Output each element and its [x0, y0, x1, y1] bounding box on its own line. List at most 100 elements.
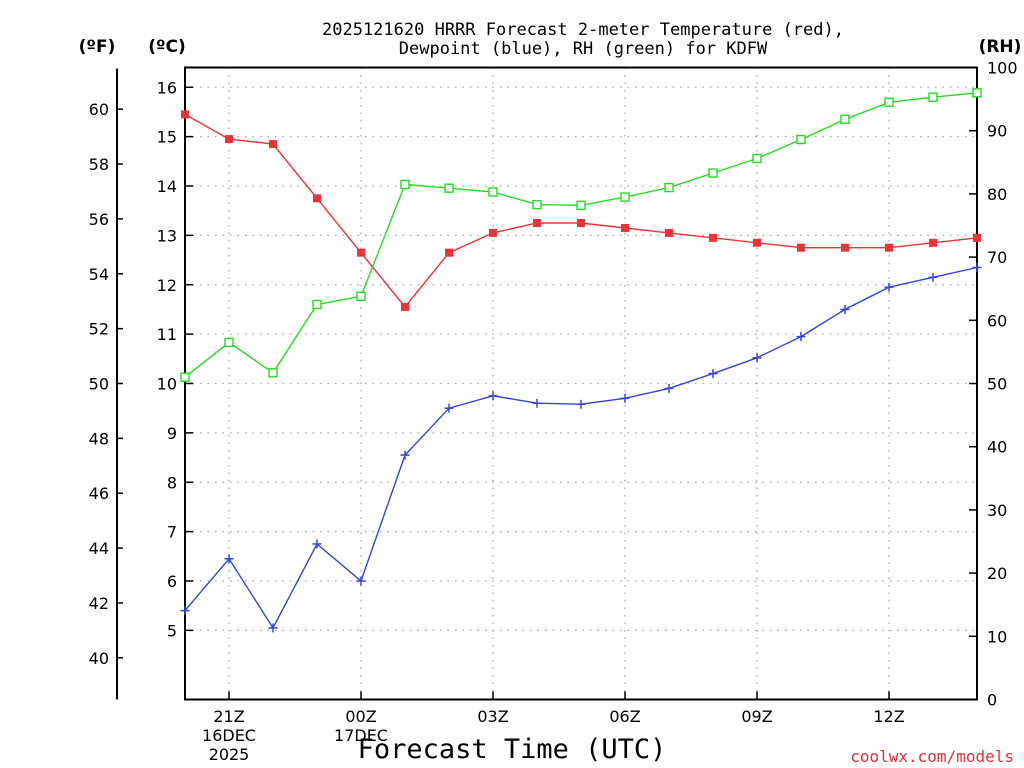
- celsius-tick-label: 15: [157, 128, 177, 147]
- dewpoint-point: [972, 262, 982, 272]
- rh-point: [928, 92, 938, 102]
- dewpoint-point: [488, 391, 498, 401]
- rh-line: [184, 92, 978, 378]
- 2-meter-temperature-point: [225, 135, 233, 144]
- dewpoint-point: [444, 403, 454, 413]
- celsius-axis-label: (ºC): [148, 37, 186, 57]
- rh-tick-label: 20: [987, 564, 1007, 583]
- rh-tick-label: 40: [987, 438, 1007, 457]
- dewpoint-point: [356, 576, 366, 586]
- x-tick-label: 03Z: [477, 707, 508, 726]
- 2-meter-temperature-line: [184, 113, 978, 309]
- chart-title-line-2: Dewpoint (blue), RH (green) for KDFW: [399, 39, 768, 59]
- rh-point: [664, 182, 674, 193]
- axes-layer: 567891011121314151621Z16DEC202500Z17DEC0…: [89, 59, 1018, 765]
- 2-meter-temperature-point: [445, 248, 453, 257]
- rh-tick-label: 30: [987, 501, 1007, 520]
- rh-tick-label: 90: [987, 122, 1007, 141]
- 2-meter-temperature-point: [709, 233, 717, 242]
- fahrenheit-tick-label: 52: [89, 320, 109, 339]
- dewpoint-point: [620, 393, 630, 403]
- dewpoint-point: [796, 332, 806, 342]
- fahrenheit-tick-label: 42: [89, 594, 109, 613]
- rh-point: [752, 153, 762, 164]
- 2-meter-temperature-point: [753, 238, 761, 247]
- rh-axis-label: (RH): [979, 37, 1022, 57]
- 2-meter-temperature-point: [269, 140, 277, 149]
- rh-point: [708, 168, 718, 178]
- x-tick-label: 06Z: [609, 707, 640, 726]
- dewpoint-point: [224, 554, 234, 564]
- rh-tick-label: 70: [987, 248, 1007, 267]
- celsius-tick-label: 5: [167, 621, 177, 640]
- dewpoint-point: [312, 539, 322, 549]
- dewpoint-point: [928, 272, 938, 282]
- celsius-tick-label: 13: [157, 226, 177, 245]
- x-tick-label: 21Z: [213, 707, 244, 726]
- rh-tick-label: 60: [987, 311, 1007, 330]
- rh-point: [180, 372, 190, 382]
- 2-meter-temperature-point: [973, 233, 981, 242]
- rh-tick-label: 100: [987, 59, 1018, 78]
- rh-point: [796, 134, 806, 145]
- 2-meter-temperature-point: [181, 110, 189, 119]
- credit-text: coolwx.com/models: [850, 747, 1014, 766]
- dewpoint-point: [400, 450, 410, 460]
- celsius-tick-label: 7: [167, 523, 177, 542]
- rh-point: [444, 183, 454, 193]
- 2-meter-temperature-point: [665, 228, 673, 237]
- 2-meter-temperature-point: [577, 219, 585, 228]
- dewpoint-point: [268, 623, 278, 633]
- rh-tick-label: 10: [987, 627, 1007, 646]
- 2-meter-temperature-point: [357, 248, 365, 257]
- rh-point: [972, 88, 982, 98]
- series-layer: [180, 88, 982, 633]
- fahrenheit-tick-label: 48: [89, 429, 109, 448]
- celsius-tick-label: 6: [167, 572, 177, 591]
- dewpoint-point: [532, 398, 542, 408]
- dewpoint-point: [708, 369, 718, 379]
- rh-tick-label: 50: [987, 375, 1007, 394]
- celsius-tick-label: 8: [167, 473, 177, 492]
- fahrenheit-tick-label: 40: [89, 649, 109, 668]
- x-axis-title: Forecast Time (UTC): [358, 734, 667, 765]
- 2-meter-temperature-point: [929, 238, 937, 247]
- rh-point: [400, 179, 410, 190]
- rh-point: [312, 299, 322, 310]
- rh-tick-label: 0: [987, 691, 997, 710]
- dewpoint-line: [184, 266, 978, 630]
- 2-meter-temperature-point: [885, 243, 893, 252]
- x-tick-label: 00Z: [345, 707, 376, 726]
- 2-meter-temperature-point: [313, 194, 321, 203]
- rh-point: [576, 200, 586, 210]
- fahrenheit-tick-label: 44: [89, 539, 109, 558]
- dewpoint-point: [840, 304, 850, 314]
- 2-meter-temperature-point: [797, 243, 805, 252]
- fahrenheit-tick-label: 56: [89, 210, 109, 229]
- celsius-tick-label: 10: [157, 375, 177, 394]
- fahrenheit-tick-label: 60: [89, 100, 109, 119]
- grid-layer: [185, 67, 977, 700]
- rh-point: [488, 187, 498, 197]
- rh-point: [884, 97, 894, 107]
- fahrenheit-axis-label: (ºF): [79, 37, 116, 57]
- 2-meter-temperature-point: [533, 219, 541, 228]
- 2-meter-temperature-point: [841, 243, 849, 252]
- rh-tick-label: 80: [987, 185, 1007, 204]
- dewpoint-point: [884, 282, 894, 292]
- fahrenheit-tick-label: 58: [89, 155, 109, 174]
- celsius-tick-label: 9: [167, 424, 177, 443]
- fahrenheit-tick-label: 50: [89, 375, 109, 394]
- rh-point: [620, 192, 630, 202]
- dewpoint-point: [180, 606, 190, 616]
- fahrenheit-tick-label: 46: [89, 484, 109, 503]
- celsius-tick-label: 11: [157, 325, 177, 344]
- rh-point: [268, 368, 278, 378]
- x-tick-label: 12Z: [873, 707, 904, 726]
- plot-frame: [184, 66, 978, 701]
- x-tick-label: 09Z: [741, 707, 772, 726]
- 2-meter-temperature-point: [489, 228, 497, 237]
- fahrenheit-tick-label: 54: [89, 265, 109, 284]
- x-tick-label: 2025: [209, 745, 250, 764]
- x-tick-label: 16DEC: [202, 726, 256, 745]
